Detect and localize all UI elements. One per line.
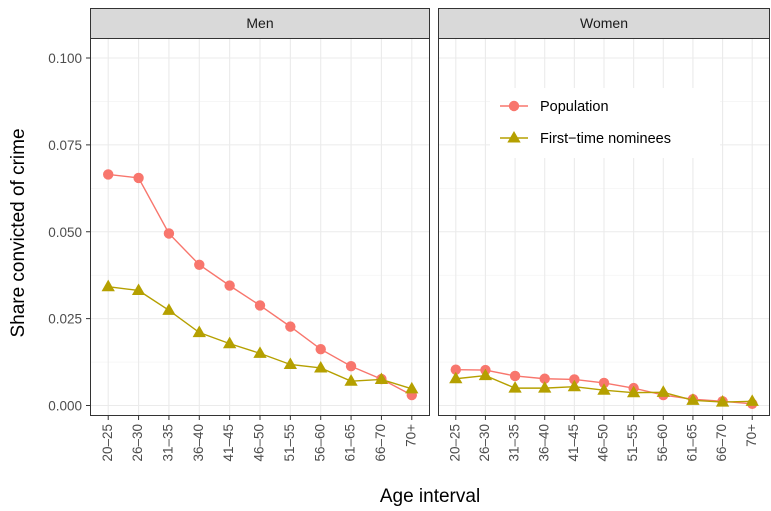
x-tick-label: 41–45: [566, 424, 581, 462]
facet-strip: [90, 8, 430, 39]
facet-strip-label: Men: [246, 15, 273, 31]
data-point-triangle: [374, 372, 389, 384]
data-point-triangle: [405, 381, 419, 394]
data-point-circle: [569, 374, 580, 385]
x-tick-label: 70+: [403, 424, 418, 447]
data-point-triangle: [253, 346, 267, 358]
x-tick-label: 20–25: [100, 424, 115, 462]
data-point-circle: [450, 364, 461, 375]
data-point-triangle: [449, 371, 463, 384]
data-point-circle: [194, 259, 205, 270]
y-axis-title: Share convicted of crime: [8, 128, 29, 337]
data-point-circle: [345, 361, 357, 372]
legend-background: [490, 88, 720, 158]
data-point-triangle: [745, 394, 759, 406]
facet-strip-label: Women: [580, 15, 628, 31]
y-tick-label: 0.100: [48, 51, 82, 66]
data-point-circle: [254, 300, 266, 311]
legend-key-circle: [508, 100, 520, 112]
data-point-triangle: [344, 374, 358, 386]
y-axis: 0.000 0.025 0.050 0.075 0.100: [48, 51, 90, 414]
data-point-circle: [103, 169, 114, 180]
x-tick-label: 31–35: [160, 424, 175, 462]
data-point-triangle: [567, 379, 582, 392]
x-tick-label: 61–65: [684, 424, 699, 462]
data-point-triangle: [478, 368, 493, 381]
x-tick-label: 46–50: [252, 424, 267, 462]
x-tick-label: 36–40: [191, 424, 206, 462]
x-tick-label: 51–55: [282, 424, 297, 462]
x-tick-label: 26–30: [477, 424, 492, 462]
data-point-triangle: [162, 303, 176, 315]
data-point-circle: [224, 280, 235, 291]
x-tick-label: 70+: [744, 424, 759, 447]
series-first-time-nominees-men: [101, 279, 419, 394]
panel-women: Women 20–25 26–30 31–35 36–40 41–45 46–50 51–55…: [438, 8, 770, 462]
data-point-circle: [315, 344, 326, 355]
data-point-circle: [163, 228, 175, 239]
x-tick-label: 66–70: [373, 424, 388, 462]
data-point-triangle: [101, 279, 115, 292]
x-tick-label: 26–30: [130, 424, 145, 462]
x-tick-label: 20–25: [447, 424, 462, 462]
data-point-triangle: [314, 360, 328, 373]
data-point-triangle: [131, 283, 146, 296]
x-tick-label: 56–60: [312, 424, 327, 462]
panel-men: Men 20–25 26–30 31–35 36–40 41–45 46–50 51–55 56…: [90, 8, 430, 462]
data-point-triangle: [222, 336, 237, 349]
data-point-circle: [598, 377, 610, 389]
series-first-time-nominees-women: [449, 368, 759, 407]
data-point-triangle: [656, 385, 670, 397]
x-tick-label: 61–65: [343, 424, 358, 462]
x-tick-label: 66–70: [714, 424, 729, 462]
x-tick-label: 36–40: [536, 424, 551, 462]
x-axis-title: Age interval: [380, 486, 480, 507]
data-point-circle: [539, 373, 550, 384]
chart-panels: Men 20–25 26–30 31–35 36–40 41–45 46–50 51–55 56…: [90, 8, 770, 462]
x-tick-label: 46–50: [596, 424, 611, 462]
x-tick-label: 41–45: [221, 424, 236, 462]
series-population-men: [103, 169, 417, 401]
data-point-circle: [133, 172, 144, 184]
facet-strip: [438, 8, 770, 39]
x-tick-label: 56–60: [655, 424, 670, 462]
data-point-circle: [509, 370, 521, 382]
data-point-triangle: [626, 385, 641, 398]
y-tick-label: 0.000: [48, 399, 82, 414]
data-point-triangle: [538, 381, 552, 393]
data-point-triangle: [192, 325, 206, 338]
data-point-circle: [285, 321, 296, 332]
x-tick-label: 31–35: [507, 424, 522, 462]
data-point-triangle: [715, 395, 730, 407]
legend: Population First−time nominees: [490, 88, 720, 158]
legend-item: First−time nominees: [500, 131, 671, 147]
legend-item: Population: [500, 99, 609, 115]
legend-key-triangle: [507, 131, 521, 143]
data-point-triangle: [508, 381, 522, 393]
y-tick-label: 0.025: [48, 312, 82, 327]
y-tick-label: 0.050: [48, 225, 82, 240]
y-tick-label: 0.075: [48, 138, 82, 153]
legend-label: Population: [540, 99, 609, 115]
legend-label: First−time nominees: [540, 131, 671, 147]
data-point-triangle: [597, 383, 611, 395]
data-point-triangle: [686, 393, 700, 405]
x-tick-label: 51–55: [625, 424, 640, 462]
data-point-triangle: [283, 357, 298, 370]
